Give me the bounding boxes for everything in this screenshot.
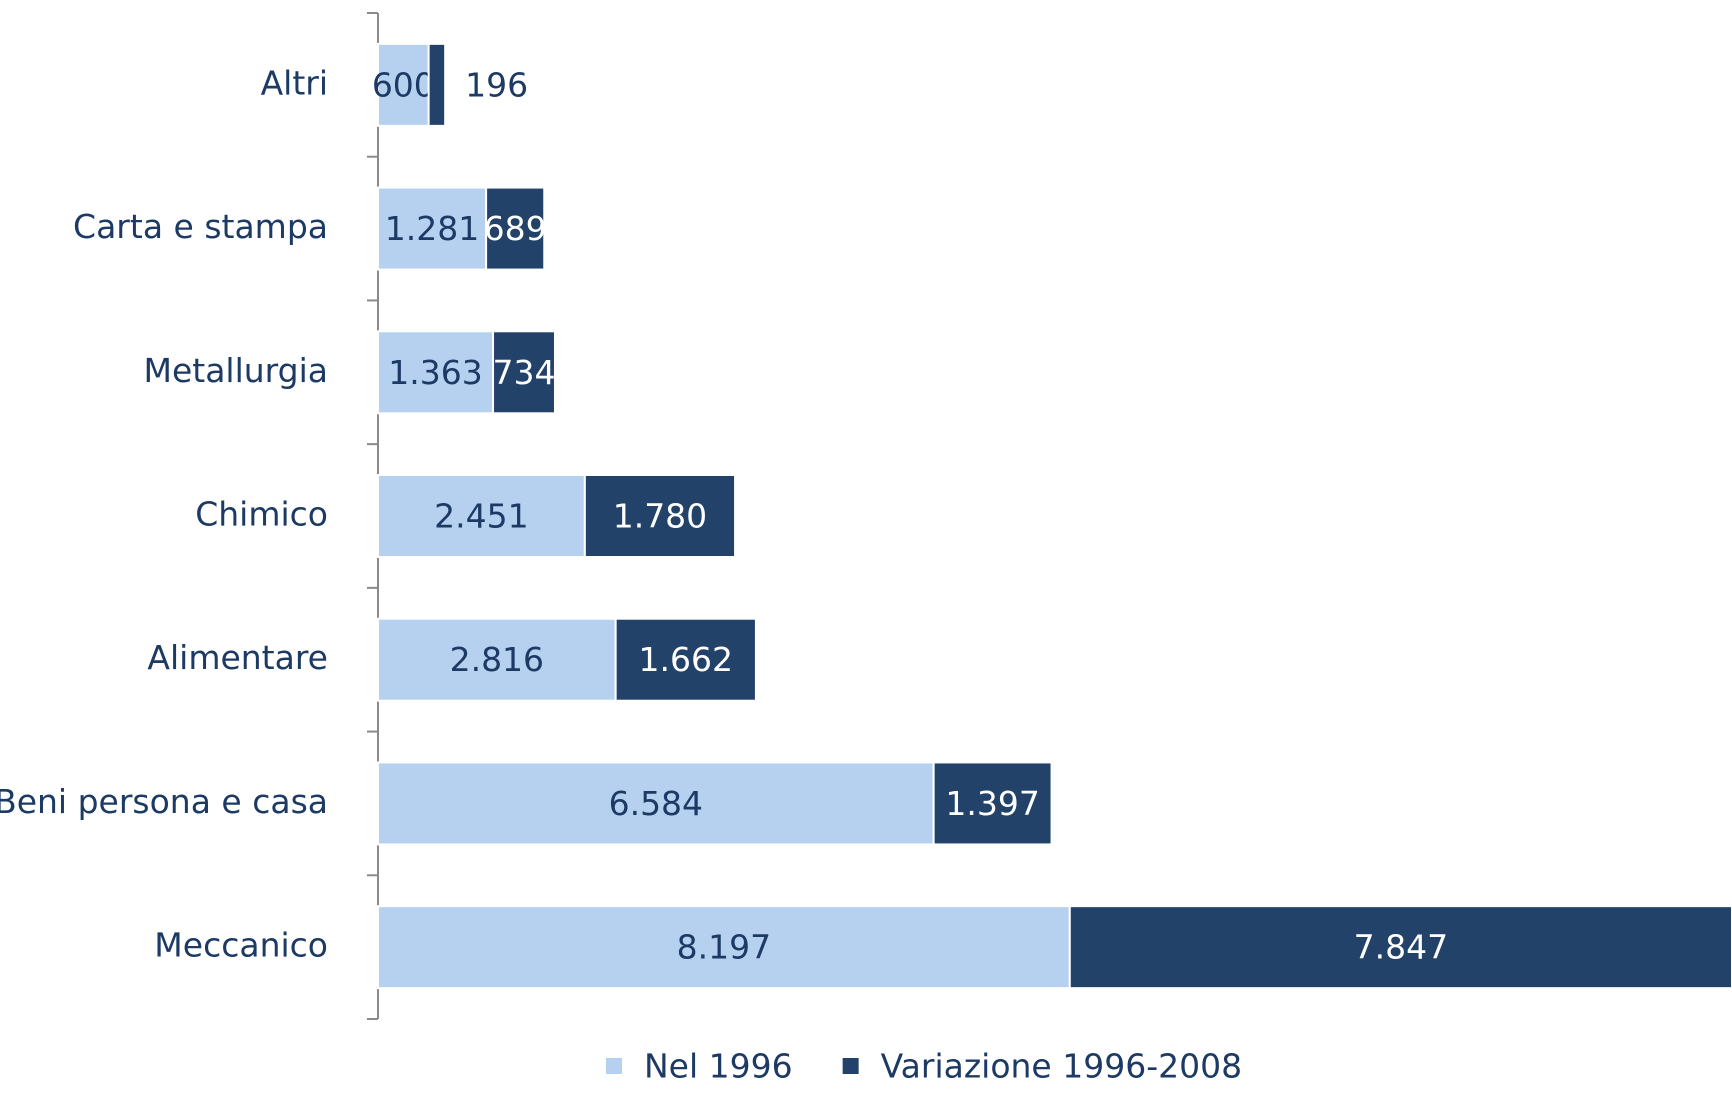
bar-segment bbox=[377, 330, 495, 415]
data-label: 196 bbox=[465, 65, 528, 104]
category-label: Alimentare bbox=[147, 638, 328, 677]
category-label: Altri bbox=[261, 63, 328, 102]
bar-segment bbox=[583, 474, 737, 558]
category-label: Beni persona e casa bbox=[0, 782, 328, 821]
data-label: 1.281 bbox=[385, 209, 479, 248]
data-label: 6.584 bbox=[609, 784, 703, 823]
bar-segment bbox=[932, 761, 1053, 846]
data-label: 1.363 bbox=[388, 353, 482, 392]
legend-swatch bbox=[606, 1058, 622, 1074]
data-label: 1.397 bbox=[945, 784, 1039, 823]
bar-segment bbox=[485, 186, 546, 271]
bar-segment bbox=[1068, 905, 1732, 990]
category-label: Metallurgia bbox=[143, 351, 328, 390]
data-label: 1.780 bbox=[613, 497, 707, 536]
legend-label: Nel 1996 bbox=[644, 1047, 793, 1086]
legend-label: Variazione 1996-2008 bbox=[881, 1047, 1242, 1086]
legend-swatch bbox=[842, 1058, 859, 1074]
bar-segment bbox=[377, 761, 935, 846]
bar-segment bbox=[377, 617, 617, 702]
category-label: Meccanico bbox=[154, 926, 328, 965]
data-label: 1.662 bbox=[639, 640, 733, 679]
data-label: 600 bbox=[372, 65, 435, 104]
data-label: 2.451 bbox=[434, 497, 528, 536]
data-label: 734 bbox=[492, 353, 555, 392]
data-label: 2.816 bbox=[450, 640, 544, 679]
data-label: 8.197 bbox=[677, 928, 771, 967]
data-label: 689 bbox=[484, 209, 547, 248]
bar-segment bbox=[377, 186, 488, 271]
category-label: Chimico bbox=[195, 495, 328, 534]
category-label: Carta e stampa bbox=[73, 207, 328, 246]
bar-segment bbox=[427, 42, 447, 127]
bar-segment bbox=[492, 330, 556, 415]
bar-segment bbox=[377, 474, 586, 558]
data-label: 7.847 bbox=[1354, 928, 1448, 967]
bar-segment bbox=[614, 617, 757, 702]
